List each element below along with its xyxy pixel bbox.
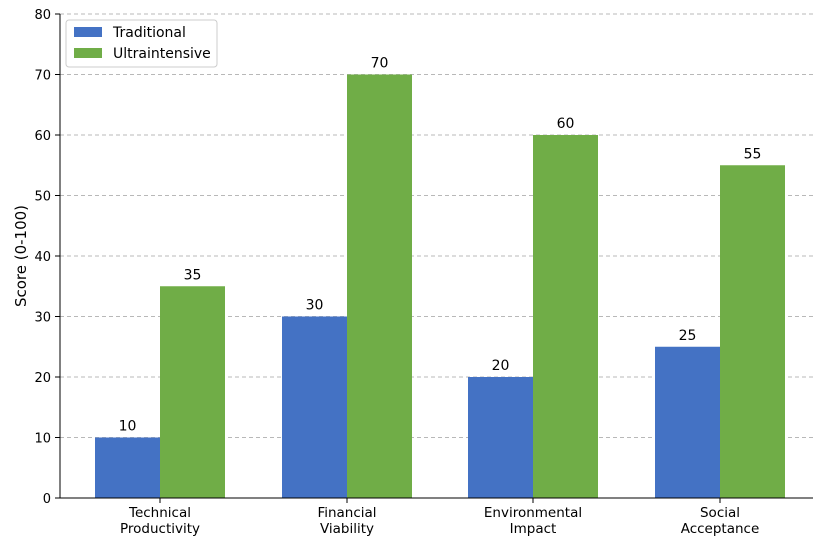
data-label: 70 [371,56,389,72]
legend-label-ultraintensive: Ultraintensive [113,46,211,62]
y-tick-label: 10 [34,432,51,447]
y-tick-label: 20 [34,371,51,386]
data-label: 55 [744,146,762,162]
legend-swatch-ultraintensive [74,48,102,58]
y-tick-label: 60 [34,129,51,144]
bar-traditional-3 [655,346,720,498]
legend-label-traditional: Traditional [112,25,186,41]
x-tick-label: Financial [317,505,376,521]
bar-ultraintensive-3 [720,165,785,498]
x-tick-label: Technical [128,505,191,521]
x-tick-label: Social [700,505,740,521]
x-tick-label: Productivity [120,521,200,537]
bar-ultraintensive-2 [533,135,598,498]
x-tick-label: Acceptance [681,521,760,537]
x-tick-label: Impact [510,521,557,537]
legend: Traditional Ultraintensive [65,19,218,68]
data-label: 35 [184,267,202,283]
y-tick-label: 30 [34,311,51,326]
x-tick-label: Viability [320,521,374,537]
legend-box [65,19,218,68]
data-label: 10 [119,419,137,435]
y-tick-label: 0 [43,492,51,507]
legend-swatch-traditional [74,27,102,37]
y-axis-title: Score (0-100) [12,205,30,307]
bars [95,74,785,498]
data-label: 25 [679,328,697,344]
y-tick-label: 50 [34,190,51,205]
y-tick-label: 80 [34,8,51,23]
x-tick-label: Environmental [484,505,582,521]
bar-ultraintensive-0 [160,286,225,498]
y-tick-label: 40 [34,250,51,265]
bar-traditional-1 [282,316,347,498]
y-tick-label: 70 [34,69,51,84]
data-label: 20 [492,358,510,374]
bar-traditional-0 [95,437,160,498]
data-labels: 10 30 20 25 35 70 60 55 [119,56,762,435]
data-label: 30 [306,298,324,314]
bar-ultraintensive-1 [347,74,412,498]
bar-traditional-2 [468,377,533,498]
data-label: 60 [557,116,575,132]
y-ticks: 0 10 20 30 40 50 60 70 80 [34,8,60,507]
